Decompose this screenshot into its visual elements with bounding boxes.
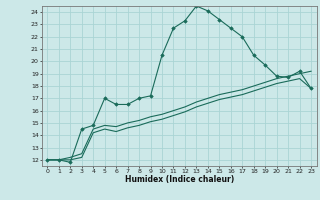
X-axis label: Humidex (Indice chaleur): Humidex (Indice chaleur) [124, 175, 234, 184]
